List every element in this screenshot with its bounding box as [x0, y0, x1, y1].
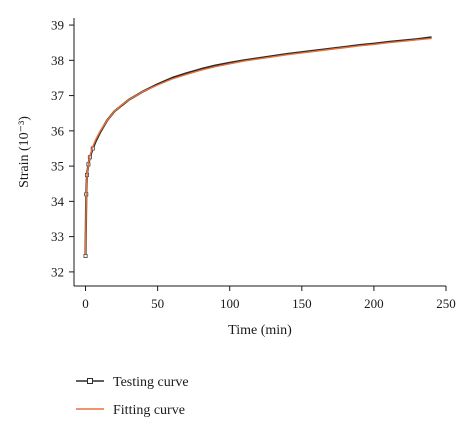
y-axis: 32 33 34 35 36 37 38 39	[51, 18, 74, 279]
x-tick-label: 200	[364, 296, 384, 311]
legend-marker-testing-curve	[87, 378, 93, 384]
x-tick-label: 50	[151, 296, 164, 311]
x-axis: 0 50 100 150 200 250	[82, 286, 456, 311]
y-tick-label: 39	[51, 18, 64, 33]
x-axis-title: Time (min)	[228, 323, 292, 338]
series-layer	[83, 36, 432, 258]
y-tick-label: 32	[51, 264, 64, 279]
y-tick-label: 36	[51, 123, 65, 138]
y-tick-label: 37	[51, 88, 65, 103]
legend-item-fitting-curve: Fitting curve	[76, 403, 185, 418]
y-axis-title: Strain (10⁻³)	[17, 116, 32, 188]
legend-label-fitting-curve: Fitting curve	[113, 403, 185, 418]
plot-area	[73, 18, 446, 287]
x-tick-label: 0	[82, 296, 89, 311]
y-tick-label: 35	[51, 159, 64, 174]
x-tick-label: 100	[220, 296, 240, 311]
series-line-testing-curve	[84, 36, 432, 257]
x-tick-label: 250	[436, 296, 456, 311]
legend-label-testing-curve: Testing curve	[113, 375, 189, 390]
y-tick-label: 34	[51, 194, 65, 209]
y-tick-label: 33	[51, 229, 64, 244]
legend: Testing curve Fitting curve	[76, 375, 189, 418]
data-point-marker	[83, 254, 88, 258]
x-tick-label: 150	[292, 296, 312, 311]
series-line-fitting-curve	[84, 37, 432, 255]
legend-item-testing-curve: Testing curve	[76, 375, 189, 390]
y-tick-label: 38	[51, 53, 64, 68]
